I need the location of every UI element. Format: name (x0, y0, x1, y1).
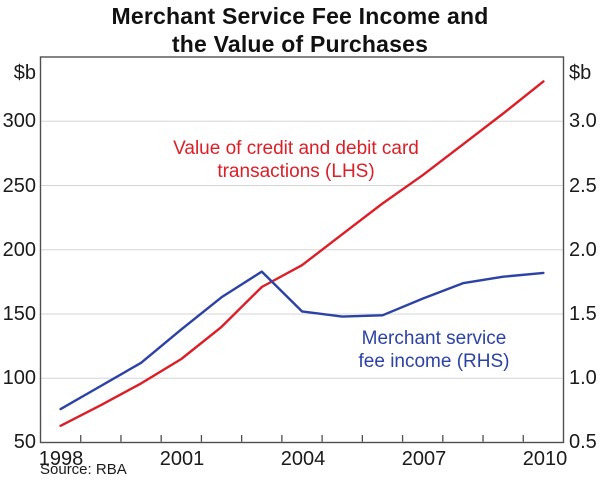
plot-frame (39, 56, 565, 444)
right-axis-tick-1.5: 1.5 (569, 303, 597, 325)
fee-income-series-label-line1: Merchant service (361, 328, 507, 349)
transactions-line (59, 80, 545, 427)
transactions-series-label-line1: Value of credit and debit card (173, 138, 419, 159)
chart-title-line2: the Value of Purchases (171, 31, 429, 57)
right-axis-tick-2.0: 2.0 (569, 239, 597, 261)
x-axis-label-1998: 1998 (38, 448, 84, 470)
left-axis-tick-100: 100 (2, 367, 36, 389)
right-axis-tick-1.0: 1.0 (569, 367, 597, 389)
x-axis-label-2007: 2007 (401, 448, 447, 470)
left-axis-tick-150: 150 (2, 303, 36, 325)
source-note: Source: RBA (40, 461, 127, 478)
right-axis-unit: $b (569, 62, 592, 84)
fee-income-line (59, 270, 545, 411)
right-axis-tick-2.5: 2.5 (569, 175, 597, 197)
left-axis-tick-50: 50 (13, 431, 36, 453)
right-axis-tick-3.0: 3.0 (569, 110, 597, 132)
transactions-series-label-line2: transactions (LHS) (217, 161, 375, 182)
chart-title: Merchant Service Fee Income and the Valu… (0, 2, 600, 58)
fee-income-series-label: Merchant service fee income (RHS) (359, 327, 510, 373)
x-axis-label-2010: 2010 (522, 448, 568, 470)
right-axis-tick-0.5: 0.5 (569, 431, 597, 453)
fee-income-series-label-line2: fee income (RHS) (358, 351, 510, 372)
transactions-series-label: Value of credit and debit card transacti… (173, 137, 419, 183)
left-axis-tick-200: 200 (2, 239, 36, 261)
left-axis-unit: $b (13, 62, 36, 84)
left-axis-tick-250: 250 (2, 175, 36, 197)
left-axis-tick-300: 300 (2, 110, 36, 132)
x-axis-label-2004: 2004 (280, 448, 326, 470)
x-axis-label-2001: 2001 (159, 448, 205, 470)
chart-title-line1: Merchant Service Fee Income and (111, 3, 489, 29)
